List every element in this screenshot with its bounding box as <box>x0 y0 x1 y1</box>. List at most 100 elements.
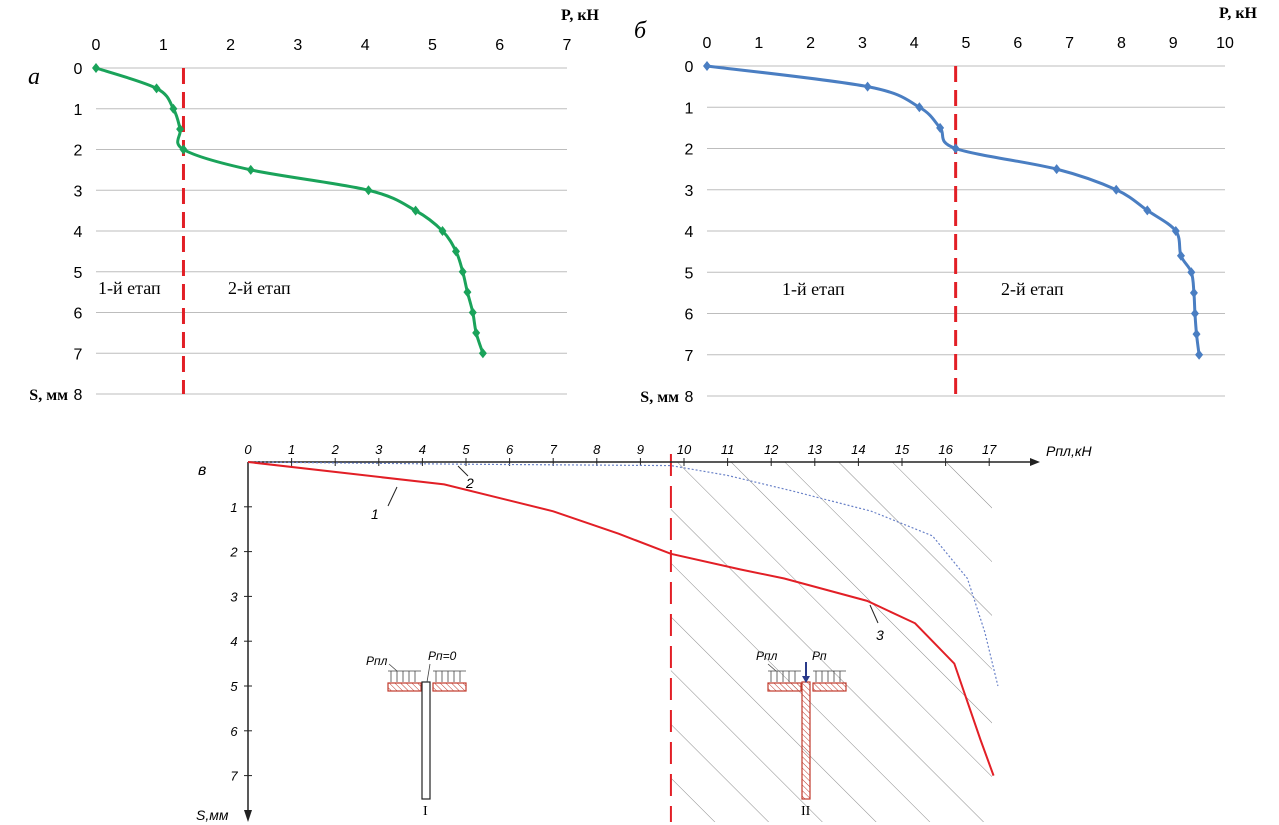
x-tick-label: 7 <box>563 37 572 54</box>
y-tick-label: 2 <box>229 545 238 560</box>
y-tick-label: 5 <box>230 679 238 694</box>
data-point-marker <box>472 327 481 338</box>
y-tick-label: 8 <box>74 387 83 404</box>
data-point-marker <box>1189 287 1198 298</box>
data-point-marker <box>438 226 447 236</box>
x-tick-label: 2 <box>331 442 340 457</box>
x-tick-label: 12 <box>764 442 779 457</box>
y-tick-label: 5 <box>74 265 83 282</box>
x-tick-label: 5 <box>428 37 437 54</box>
y-tick-label: 5 <box>685 265 694 282</box>
data-point-marker <box>1143 205 1152 216</box>
scheme-2-load-arrows <box>767 663 846 682</box>
x-tick-label: 6 <box>495 37 504 54</box>
x-tick-label: 6 <box>1013 35 1022 52</box>
data-point-marker <box>1052 164 1061 175</box>
data-point-marker <box>1195 349 1204 360</box>
data-point-marker <box>1190 308 1199 319</box>
scheme-2-roman-label: II <box>801 804 811 819</box>
data-point-marker <box>463 287 472 298</box>
chart-c-series-2-line <box>247 461 999 687</box>
panel-letter-b: б <box>634 18 647 44</box>
x-tick-label: 8 <box>1117 35 1126 52</box>
data-point-marker <box>915 102 924 113</box>
y-tick-label: 4 <box>230 634 237 649</box>
y-tick-label: 6 <box>685 307 694 324</box>
x-tick-label: 6 <box>506 442 514 457</box>
chart-a-grid <box>96 67 567 395</box>
y-tick-label: 2 <box>74 143 83 160</box>
x-tick-label: 16 <box>938 442 953 457</box>
scheme-2-plate-right <box>812 682 847 692</box>
data-point-marker <box>478 348 487 359</box>
data-point-marker <box>92 63 100 73</box>
x-tick-label: 4 <box>361 37 370 54</box>
y-tick-label: 0 <box>685 59 694 76</box>
chart-b-x-title: P, кН <box>1219 5 1258 22</box>
curve-2-leader <box>457 465 469 477</box>
curve-3-leader <box>869 604 879 624</box>
data-point-marker <box>169 103 178 114</box>
y-tick-label: 4 <box>685 224 694 241</box>
x-tick-label: 0 <box>92 37 101 54</box>
scheme-2-plate-load-label: Pпл <box>756 649 778 663</box>
data-point-marker <box>468 307 477 318</box>
x-tick-label: 10 <box>1216 35 1234 52</box>
y-tick-label: 1 <box>74 102 83 119</box>
scheme-1-plate-load-label: Pпл <box>366 654 388 668</box>
data-point-marker <box>1192 329 1201 340</box>
y-tick-label: 7 <box>230 769 238 784</box>
y-tick-label: 0 <box>74 61 83 78</box>
data-point-marker <box>179 144 188 155</box>
x-tick-label: 17 <box>982 442 997 457</box>
chart-c-series-1-line <box>247 461 995 776</box>
y-tick-label: 6 <box>74 306 83 323</box>
x-tick-label: 5 <box>962 35 971 52</box>
chart-c-y-axis-arrow <box>244 810 252 822</box>
x-tick-label: 9 <box>1169 35 1178 52</box>
x-tick-label: 10 <box>677 442 692 457</box>
x-tick-label: 4 <box>910 35 919 52</box>
y-tick-label: 3 <box>74 183 83 200</box>
curve-1-leader <box>387 486 398 507</box>
chart-b-stage-1-label: 1-й етап <box>782 279 845 299</box>
chart-b: 0 1 2 3 4 5 6 7 8 0 1 2 3 4 5 6 7 8 9 10 P, кН S, мм 1-й ет… <box>640 5 1257 406</box>
curve-1-label: 1 <box>371 506 379 522</box>
data-point-marker <box>863 81 872 92</box>
data-point-marker <box>1112 184 1121 195</box>
chart-a-ticks: 0 1 2 3 4 5 6 7 8 0 1 2 3 4 5 6 7 <box>74 37 572 404</box>
chart-c-hatched-region <box>670 462 992 822</box>
x-tick-label: 0 <box>244 442 252 457</box>
scheme-1-pile-load-label: Pп=0 <box>428 649 457 663</box>
y-tick-label: 7 <box>685 348 694 365</box>
scheme-1-plate-right <box>432 682 467 692</box>
data-point-marker <box>1187 267 1196 278</box>
data-point-marker <box>1176 250 1185 261</box>
scheme-1: Pпл Pп=0 I <box>366 649 467 819</box>
data-point-marker <box>951 143 960 154</box>
data-point-marker <box>451 246 460 257</box>
chart-a-points <box>92 63 487 359</box>
data-point-marker <box>364 185 373 196</box>
data-point-marker <box>1171 226 1180 236</box>
chart-b-stage-2-label: 2-й етап <box>1001 279 1064 299</box>
data-point-marker <box>458 266 467 277</box>
scheme-1-roman-label: I <box>423 804 428 819</box>
x-tick-label: 7 <box>1065 35 1074 52</box>
scheme-1-plate-left <box>387 682 422 692</box>
scheme-2-plate-left <box>767 682 802 692</box>
chart-c-x-axis-arrow <box>1030 458 1040 466</box>
data-point-marker <box>703 61 711 71</box>
x-tick-label: 0 <box>703 35 712 52</box>
x-tick-label: 3 <box>293 37 302 54</box>
chart-b-grid <box>707 65 1225 397</box>
data-point-marker <box>936 122 945 133</box>
scheme-2: Pпл Pп II <box>756 649 847 819</box>
scheme-2-pile <box>801 681 811 800</box>
scheme-2-pile-load-arrowhead <box>802 676 810 683</box>
curve-2-label: 2 <box>465 475 474 491</box>
y-tick-label: 3 <box>685 183 694 200</box>
scheme-1-load-arrows <box>388 663 466 683</box>
